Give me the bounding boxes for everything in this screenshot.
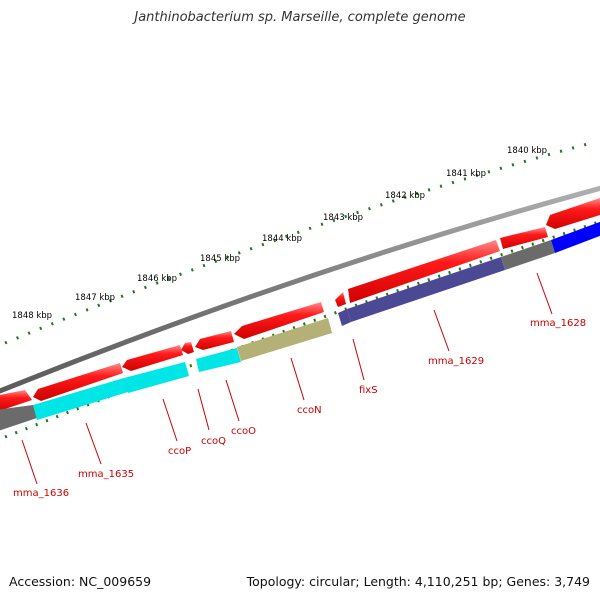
gene-label-mma_1635: mma_1635: [78, 469, 134, 480]
gene-label-leaders: [21, 272, 553, 485]
gene-arrow-next: [546, 198, 600, 229]
cog-band-mma_1635: [33, 378, 128, 420]
gene-label-ccoO: ccoO: [231, 426, 256, 437]
cog-band-fixS: [338, 309, 351, 326]
leader-ccoP: [162, 398, 178, 442]
gene-arrow-mma_1629: [348, 240, 500, 303]
genome-backbone: [0, 185, 600, 394]
gene-arrow-ccoP: [122, 345, 183, 371]
cog-band-ccoO: [196, 348, 241, 372]
cog-band-next: [551, 221, 600, 253]
scale-label-1842: 1842 kbp: [385, 191, 425, 201]
leader-ccoN: [290, 357, 305, 401]
genome-summary-text: Topology: circular; Length: 4,110,251 bp…: [246, 574, 590, 589]
inner-scale-track: [4, 220, 600, 439]
leader-mma_1628: [536, 272, 553, 315]
cog-band-mma_1628: [501, 240, 555, 270]
gene-arrow-mma_1636: [0, 390, 32, 411]
gene-arrow-mma_1628: [500, 227, 548, 249]
scale-label-1848: 1848 kbp: [12, 311, 52, 321]
gene-label-fixS: fixS: [359, 385, 378, 396]
cog-band-ccoN: [237, 318, 332, 361]
scale-label-1841: 1841 kbp: [446, 169, 486, 179]
scale-label-1846: 1846 kbp: [137, 274, 177, 284]
leader-mma_1636: [21, 439, 38, 485]
map-title: Janthinobacterium sp. Marseille, complet…: [134, 10, 466, 25]
gene-arrow-ccoO: [195, 331, 234, 350]
leader-ccoQ: [197, 388, 210, 431]
leader-ccoO: [225, 379, 240, 422]
cog-category-track: [0, 221, 600, 431]
gene-label-ccoP: ccoP: [168, 446, 191, 457]
gene-label-mma_1628: mma_1628: [530, 318, 586, 329]
gene-arrow-mma_1635: [33, 363, 123, 401]
gene-label-mma_1629: mma_1629: [428, 356, 484, 367]
gene-arrow-fixS: [335, 292, 346, 307]
accession-text: Accession: NC_009659: [9, 574, 152, 589]
forward-strand-genes: [0, 198, 600, 411]
scale-label-1843: 1843 kbp: [323, 213, 363, 223]
gene-arrow-ccoQ: [181, 342, 194, 354]
scale-label-1840: 1840 kbp: [507, 146, 547, 156]
scale-label-1845: 1845 kbp: [200, 254, 240, 264]
scale-label-1847: 1847 kbp: [75, 293, 115, 303]
outer-scale-track: [4, 140, 596, 345]
gene-label-ccoN: ccoN: [297, 405, 322, 416]
gene-arrow-ccoN: [234, 302, 324, 339]
leader-mma_1629: [433, 309, 450, 352]
gene-label-mma_1636: mma_1636: [13, 488, 69, 499]
leader-fixS: [352, 338, 365, 381]
gene-label-ccoQ: ccoQ: [201, 436, 226, 447]
cog-band-ccoP: [124, 362, 189, 393]
scale-label-1844: 1844 kbp: [262, 234, 302, 244]
cog-band-mma_1636: [0, 405, 37, 431]
leader-mma_1635: [85, 422, 102, 465]
cog-band-mma_1629: [347, 257, 505, 322]
gene-labels: mma_1636 mma_1635 ccoP ccoQ ccoO ccoN fi…: [13, 318, 586, 499]
scale-labels: 1848 kbp 1847 kbp 1846 kbp 1845 kbp 1844…: [12, 146, 547, 321]
